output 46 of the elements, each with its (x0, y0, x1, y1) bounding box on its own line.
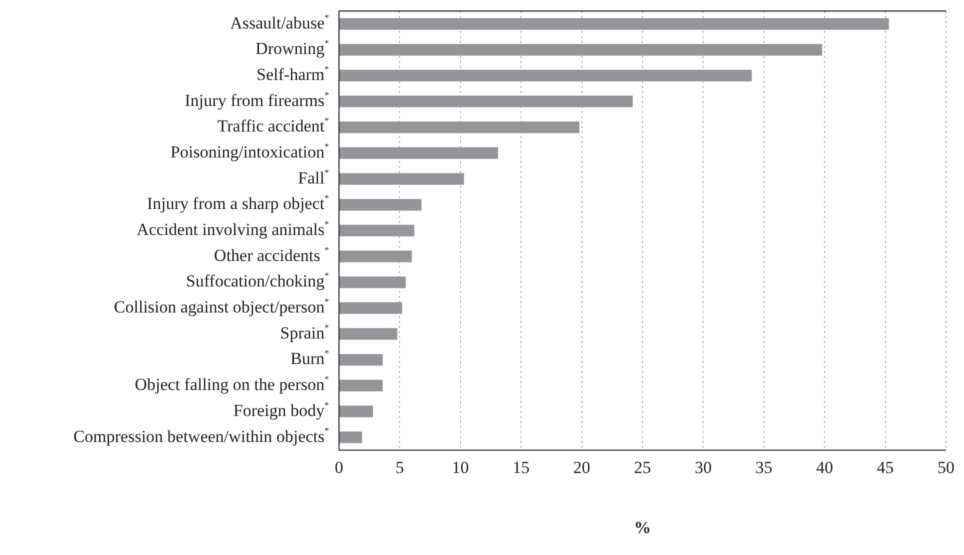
y-tick-label: Compression between/within objects* (73, 426, 330, 446)
x-tick-label: 50 (938, 458, 954, 477)
x-tick-label: 30 (694, 458, 712, 477)
x-tick-label: 0 (334, 458, 344, 477)
bar (340, 121, 580, 134)
x-tick-label: 45 (876, 458, 894, 477)
y-tick-label: Injury from firearms* (184, 90, 330, 110)
x-tick-label: 10 (452, 458, 469, 477)
x-tick-label: 25 (634, 458, 651, 477)
y-tick-label: Injury from a sharp object* (147, 193, 330, 214)
x-axis-title: % (634, 518, 651, 538)
bar (340, 354, 383, 366)
x-tick-label: 20 (573, 458, 590, 477)
y-tick-label: Drowning* (256, 38, 330, 58)
bar (340, 302, 402, 314)
bar (340, 198, 422, 211)
x-tick-label: 15 (512, 458, 530, 477)
x-tick-label: 35 (755, 458, 772, 477)
bar (340, 44, 822, 56)
y-tick-label: Collision against object/person* (114, 296, 330, 317)
y-tick-label: Accident involving animals* (136, 218, 330, 240)
bar (340, 70, 752, 82)
x-tick-label: 5 (395, 458, 404, 477)
bar (340, 328, 398, 340)
bar (340, 380, 383, 392)
x-tick-label: 40 (816, 458, 834, 477)
y-tick-label: Suffocation/choking* (186, 270, 330, 291)
y-tick-label: Other accidents * (214, 244, 330, 265)
y-tick-label: Traffic accident* (217, 116, 330, 136)
y-tick-label: Fall* (298, 167, 330, 188)
bar (340, 224, 414, 236)
bar (340, 173, 464, 185)
bar (340, 96, 633, 108)
y-tick-label: Assault/abuse* (230, 12, 330, 32)
y-tick-label: Sprain* (280, 322, 330, 342)
bar (340, 250, 412, 262)
bar (340, 147, 498, 159)
bar (340, 276, 406, 288)
y-tick-label: Foreign body* (233, 400, 330, 420)
y-tick-label: Burn* (290, 348, 330, 368)
bar (340, 18, 889, 30)
y-tick-label: Object falling on the person* (134, 374, 330, 394)
y-tick-label: Poisoning/intoxication* (170, 141, 330, 162)
bar (340, 431, 362, 444)
bar (340, 406, 373, 418)
y-tick-label: Self-harm* (256, 64, 330, 84)
